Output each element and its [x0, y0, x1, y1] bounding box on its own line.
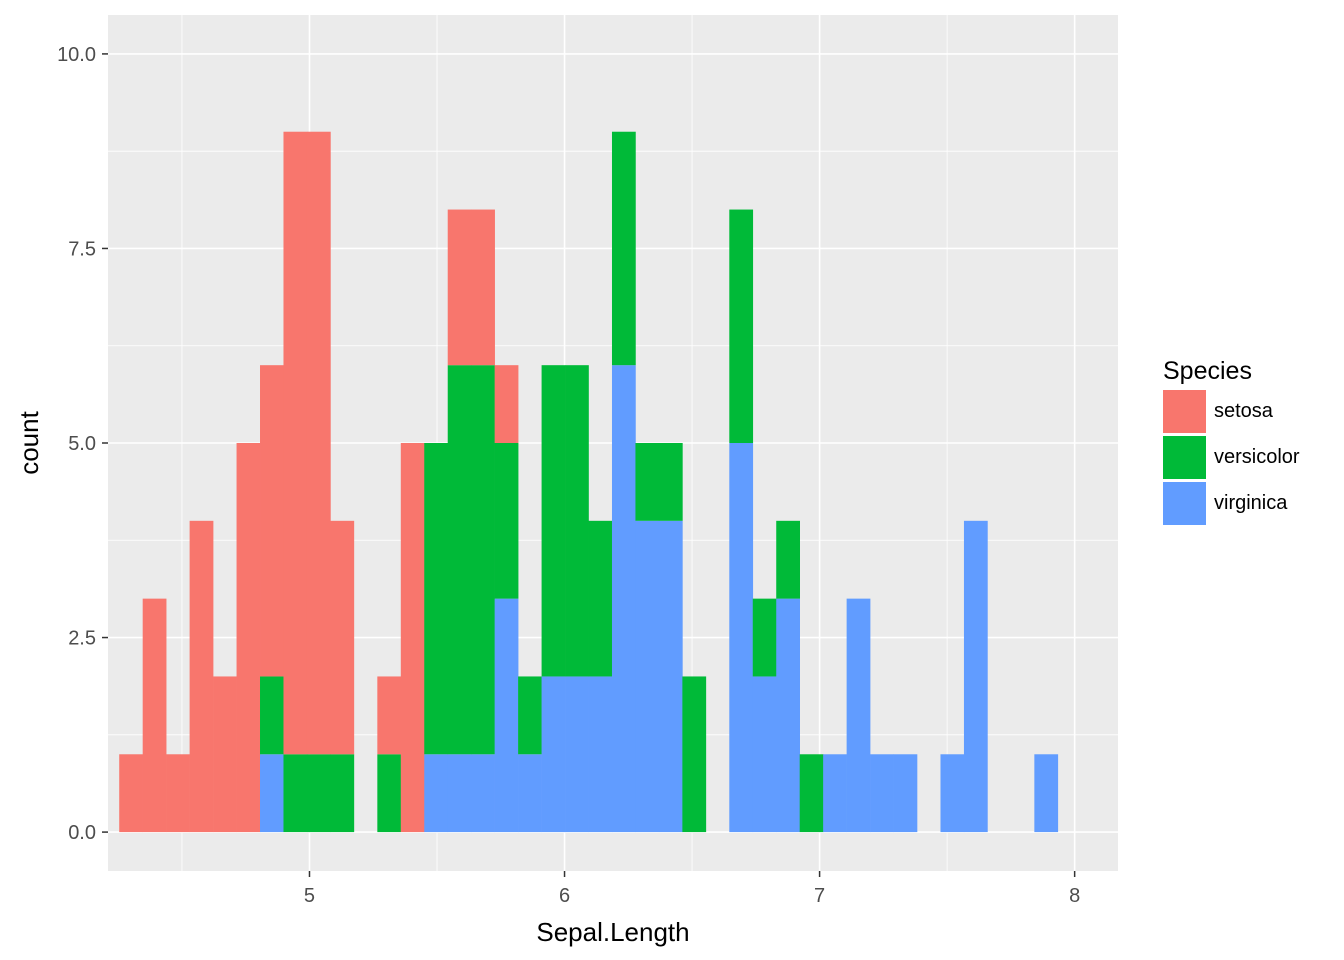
legend-key-virginica — [1163, 481, 1206, 525]
y-tick-label: 0.0 — [68, 822, 96, 844]
bar-virginica — [846, 598, 871, 833]
x-tick-label: 8 — [1069, 885, 1080, 907]
bar-versicolor — [776, 520, 800, 599]
bar-virginica — [658, 520, 683, 833]
bar-virginica — [963, 520, 988, 833]
bar-setosa — [213, 676, 237, 833]
bar-versicolor — [729, 209, 754, 443]
y-tick-label: 10.0 — [57, 44, 96, 66]
legend-item-versicolor: versicolor — [1163, 434, 1300, 480]
bar-versicolor — [565, 365, 589, 677]
bar-versicolor — [541, 365, 566, 677]
legend: Species setosa versicolor virginica — [1163, 354, 1300, 526]
bar-versicolor — [447, 365, 472, 755]
bar-virginica — [870, 754, 894, 833]
legend-title: Species — [1163, 357, 1252, 385]
bar-versicolor — [330, 754, 355, 833]
bar-setosa — [494, 365, 519, 443]
bar-virginica — [776, 598, 800, 833]
bar-versicolor — [635, 443, 660, 521]
bar-virginica — [893, 754, 918, 833]
bar-setosa — [283, 131, 308, 755]
x-axis: 5 6 7 8 — [304, 871, 1080, 907]
legend-item-setosa: setosa — [1163, 388, 1300, 434]
bar-versicolor — [588, 520, 613, 677]
bar-virginica — [518, 754, 542, 833]
bar-setosa — [189, 520, 214, 833]
bar-virginica — [588, 676, 613, 833]
legend-key-versicolor — [1163, 435, 1206, 479]
bar-setosa — [236, 443, 261, 833]
bar-versicolor — [260, 676, 284, 755]
bar-setosa — [142, 598, 167, 833]
legend-label: versicolor — [1214, 445, 1300, 468]
x-tick-label: 6 — [559, 885, 570, 907]
y-axis-title: count — [14, 410, 44, 474]
legend-key-setosa — [1163, 389, 1206, 433]
bar-versicolor — [799, 754, 824, 833]
legend-label: setosa — [1214, 399, 1273, 422]
y-axis: 0.0 2.5 5.0 7.5 10.0 — [57, 44, 108, 844]
bar-virginica — [635, 520, 660, 833]
bar-virginica — [752, 676, 777, 833]
bar-virginica — [471, 754, 495, 833]
bar-setosa — [166, 754, 190, 833]
bar-versicolor — [283, 754, 308, 833]
x-tick-label: 7 — [814, 885, 825, 907]
bar-setosa — [377, 676, 402, 755]
bar-virginica — [260, 754, 284, 833]
bar-setosa — [471, 209, 495, 366]
bar-versicolor — [471, 365, 495, 755]
bar-virginica — [494, 598, 519, 833]
bar-setosa — [119, 754, 143, 833]
bar-virginica — [940, 754, 965, 833]
bar-virginica — [611, 365, 636, 833]
bar-virginica — [447, 754, 472, 833]
bar-versicolor — [424, 443, 449, 755]
bar-setosa — [330, 520, 355, 755]
x-tick-label: 5 — [304, 885, 315, 907]
bar-versicolor — [658, 443, 683, 521]
x-axis-title: Sepal.Length — [536, 917, 689, 947]
legend-item-virginica: virginica — [1163, 480, 1300, 526]
bar-virginica — [1034, 754, 1059, 833]
bar-versicolor — [494, 443, 519, 599]
legend-label: virginica — [1214, 491, 1288, 514]
bar-virginica — [541, 676, 566, 833]
bar-virginica — [823, 754, 847, 833]
bar-setosa — [260, 365, 284, 677]
bar-virginica — [424, 754, 449, 833]
y-tick-label: 7.5 — [68, 238, 96, 260]
bar-versicolor — [518, 676, 542, 755]
y-tick-label: 5.0 — [68, 433, 96, 455]
bar-versicolor — [611, 131, 636, 366]
bar-setosa — [306, 131, 331, 755]
bar-setosa — [447, 209, 472, 366]
bar-versicolor — [377, 754, 402, 833]
y-tick-label: 2.5 — [68, 628, 96, 650]
bar-virginica — [565, 676, 589, 833]
bar-versicolor — [306, 754, 331, 833]
bar-virginica — [729, 443, 754, 833]
bar-versicolor — [682, 676, 707, 833]
bar-setosa — [400, 443, 425, 833]
histogram-bars — [119, 131, 1059, 833]
bar-versicolor — [752, 598, 777, 677]
